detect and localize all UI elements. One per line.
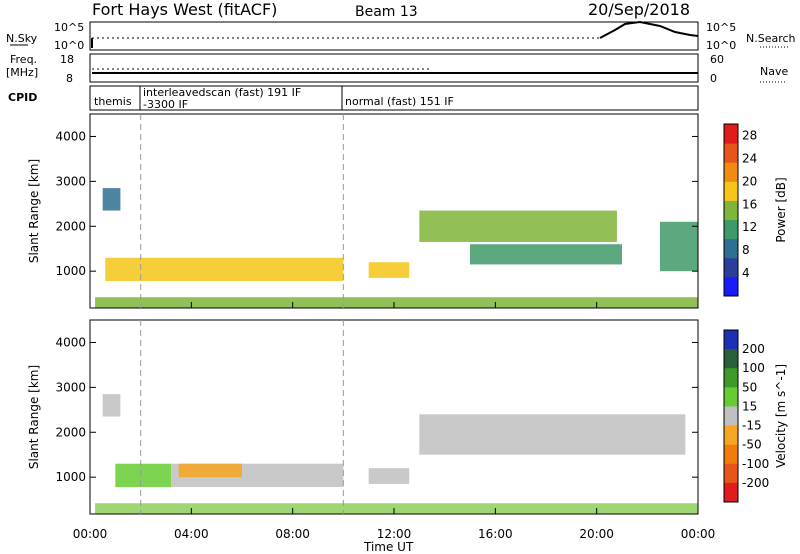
colorbar-tick-label: 100 [742,361,765,375]
velocity-heatmap: 1000 2000 3000 4000 Slant Range [km] 00:00 04:… [27,319,788,541]
colorbar-swatch [724,368,738,388]
echo-region [368,262,410,278]
echo-region [115,463,172,488]
echo-region [102,394,121,417]
colorbar-swatch [724,330,738,350]
x-tick-label: 08:00 [275,527,310,541]
freq-label: Freq. [10,53,37,66]
freq-panel: Freq. [MHz] 18 8 60 0 Nave [6,53,788,85]
station-title: Fort Hays West (fitACF) [92,0,277,19]
colorbar-swatch [724,349,738,369]
colorbar-tick-label: 20 [742,174,757,188]
nsky-tick-top: 10^5 [54,21,84,34]
colorbar-swatch [724,257,738,278]
x-tick-label: 12:00 [377,527,412,541]
freq-tick-top: 18 [60,53,74,66]
colorbar-tick-label: 8 [742,243,750,257]
nsky-tick-bottom: 10^0 [54,39,84,52]
x-axis-title: Time UT [363,540,414,554]
nave-label: Nave [760,65,788,78]
echo-region [105,257,344,282]
y-axis-title: Slant Range [km] [27,365,41,469]
colorbar-tick-label: -200 [742,476,769,490]
y-tick-label: 4000 [55,335,86,349]
colorbar-tick-label: 12 [742,220,757,234]
freq-tick-bottom: 8 [66,72,73,85]
x-tick-label: 04:00 [174,527,209,541]
colorbar-swatch [724,387,738,407]
cpid-segment-themis: themis [94,95,132,108]
colorbar-swatch [724,444,738,465]
colorbar-tick-label: 50 [742,380,757,394]
colorbar-tick-label: -15 [742,419,762,433]
colorbar-tick-label: 200 [742,342,765,356]
colorbar-swatch [724,463,738,484]
colorbar-swatch [724,238,738,259]
colorbar-swatch [724,200,738,221]
echo-region [95,297,699,308]
y-tick-label: 4000 [55,129,86,143]
nsky-label: N.Sky [6,32,38,45]
colorbar-tick-label: 24 [742,151,757,165]
echo-region [368,468,410,484]
colorbar-tick-label: -100 [742,457,769,471]
colorbar-tick-label: 16 [742,197,757,211]
power-heatmap: 1000 2000 3000 4000 Slant Range [km] 4 8 12 16 20… [27,113,788,309]
colorbar-swatch [724,276,738,297]
colorbar-frame [723,123,739,297]
y-tick-label: 3000 [55,174,86,188]
colorbar-swatch [724,162,738,182]
colorbar-title: Power [dB] [774,177,788,242]
cpid-label: CPID [8,91,37,104]
y-axis-title: Slant Range [km] [27,159,41,263]
nave-tick-bottom: 0 [710,72,717,85]
colorbar-tick-label: 4 [742,266,750,280]
x-tick-label: 00:00 [73,527,108,541]
beam-title: Beam 13 [355,4,418,20]
colorbar-swatch [724,143,738,163]
echo-region [178,463,242,478]
colorbar-swatch [724,124,738,144]
colorbar-swatch [724,181,738,201]
colorbar-swatch [724,425,738,446]
cpid-segment-normal: normal (fast) 151 IF [345,95,454,108]
nave-tick-top: 60 [710,53,724,66]
y-tick-label: 1000 [55,264,86,278]
nsky-panel: N.Sky 10^5 10^0 10^5 10^0 N.Search [6,20,796,52]
y-tick-label: 3000 [55,380,86,394]
cpid-panel: CPID themis interleavedscan (fast) 191 I… [8,85,699,111]
y-tick-label: 2000 [55,219,86,233]
colorbar-swatch [724,219,738,240]
colorbar-title: Velocity [m s^-1] [774,364,788,468]
colorbar-tick-label: 15 [742,399,757,413]
cpid-segment-interleaved: interleavedscan (fast) 191 IF [143,86,301,99]
y-tick-label: 2000 [55,425,86,439]
nsearch-tick-top: 10^5 [706,21,736,34]
cpid-segment-interleaved-if: -3300 IF [143,98,188,111]
x-tick-label: 00:00 [681,527,716,541]
echo-region [660,221,698,272]
echo-region [95,503,699,514]
colorbar-tick-label: -50 [742,438,762,452]
nsearch-tick-bottom: 10^0 [706,39,736,52]
date-title: 20/Sep/2018 [588,0,690,19]
y-tick-label: 1000 [55,470,86,484]
colorbar-swatch [724,482,738,503]
colorbar-swatch [724,406,738,427]
echo-region [419,414,686,455]
colorbar-tick-label: 28 [742,128,757,142]
nsearch-label: N.Search [746,32,796,45]
echo-region [419,210,617,242]
x-tick-label: 16:00 [478,527,513,541]
freq-unit: [MHz] [6,66,38,79]
x-tick-label: 20:00 [579,527,614,541]
echo-region [470,244,622,265]
colorbar-frame [723,329,739,503]
echo-region [102,188,121,211]
